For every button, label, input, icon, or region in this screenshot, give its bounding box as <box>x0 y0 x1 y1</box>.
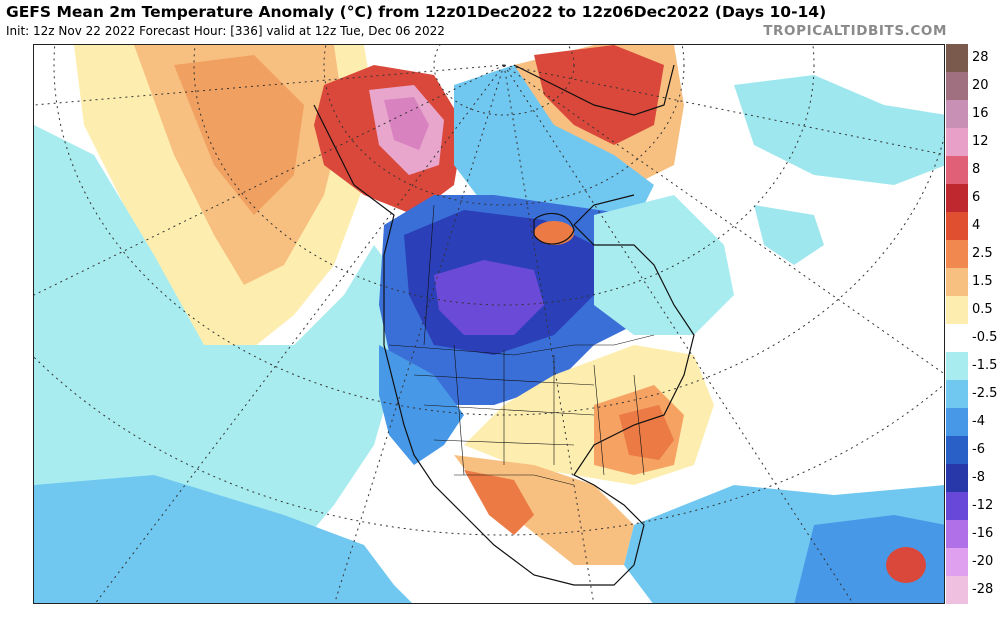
anomaly-southeast-red <box>619 405 674 460</box>
legend-label: -8 <box>972 470 985 485</box>
legend-item: -20 <box>946 548 1000 576</box>
legend-swatch <box>946 352 968 380</box>
legend-swatch <box>946 184 968 212</box>
map-title: GEFS Mean 2m Temperature Anomaly (°C) fr… <box>6 3 827 21</box>
map-subtitle: Init: 12z Nov 22 2022 Forecast Hour: [33… <box>6 24 445 38</box>
legend-swatch <box>946 128 968 156</box>
legend-swatch <box>946 548 968 576</box>
legend-item: -4 <box>946 408 1000 436</box>
legend-label: 12 <box>972 134 989 149</box>
anomaly-prairie-purple <box>434 260 544 335</box>
legend-swatch <box>946 156 968 184</box>
legend-label: 1.5 <box>972 274 993 289</box>
legend-swatch <box>946 296 968 324</box>
coastlines <box>313 64 695 586</box>
legend-label: 20 <box>972 78 989 93</box>
legend-label: 2.5 <box>972 246 993 261</box>
legend-item: -8 <box>946 464 1000 492</box>
legend-item: 8 <box>946 156 1000 184</box>
legend-item: -1.5 <box>946 352 1000 380</box>
anomaly-greenland-red <box>534 45 664 145</box>
lat-lon-grid <box>34 45 944 603</box>
legend-swatch <box>946 492 968 520</box>
legend-swatch <box>946 240 968 268</box>
legend-label: -4 <box>972 414 985 429</box>
legend-label: 4 <box>972 218 981 233</box>
legend-label: -28 <box>972 582 994 597</box>
legend-swatch <box>946 436 968 464</box>
legend-item: 0.5 <box>946 296 1000 324</box>
legend-swatch <box>946 380 968 408</box>
legend-swatch <box>946 324 968 352</box>
legend-label: -6 <box>972 442 985 457</box>
anomaly-atlantic-cool <box>734 75 944 185</box>
anomaly-mexico-orange <box>464 470 534 535</box>
map-canvas <box>34 45 944 603</box>
legend-item: -6 <box>946 436 1000 464</box>
legend-item: -28 <box>946 576 1000 604</box>
legend-item: 20 <box>946 72 1000 100</box>
legend-item: 16 <box>946 100 1000 128</box>
anomaly-hudson-warm <box>534 221 574 245</box>
legend-item: 4 <box>946 212 1000 240</box>
legend-swatch <box>946 212 968 240</box>
anomaly-west-us-cool <box>379 345 464 465</box>
legend-item: 6 <box>946 184 1000 212</box>
anomaly-atlantic-cool2 <box>754 205 824 265</box>
legend-item: 1.5 <box>946 268 1000 296</box>
color-scale-legend: 28 20 16 12 8 6 4 2.5 1.5 0.5 -0.5 -1.5 … <box>946 44 1000 604</box>
legend-label: 0.5 <box>972 302 993 317</box>
legend-swatch <box>946 408 968 436</box>
legend-label: -12 <box>972 498 994 513</box>
legend-item: -2.5 <box>946 380 1000 408</box>
legend-swatch <box>946 44 968 72</box>
site-brand: TROPICALTIDBITS.COM <box>763 23 947 39</box>
legend-swatch <box>946 464 968 492</box>
anomaly-arctic-cool <box>454 65 654 225</box>
legend-item: -16 <box>946 520 1000 548</box>
legend-label: -2.5 <box>972 386 998 401</box>
anomaly-south-america-warm <box>886 547 926 583</box>
legend-label: -16 <box>972 526 994 541</box>
legend-label: 6 <box>972 190 981 205</box>
legend-item: -0.5 <box>946 324 1000 352</box>
legend-item: 2.5 <box>946 240 1000 268</box>
legend-item: -12 <box>946 492 1000 520</box>
legend-item: 28 <box>946 44 1000 72</box>
anomaly-east-canada-cool <box>594 195 734 335</box>
legend-label: -0.5 <box>972 330 998 345</box>
anomaly-pacific-cool2 <box>34 475 412 603</box>
legend-label: -20 <box>972 554 994 569</box>
legend-swatch <box>946 520 968 548</box>
anomaly-alaska-magenta <box>384 97 429 150</box>
legend-item: 12 <box>946 128 1000 156</box>
legend-swatch <box>946 268 968 296</box>
legend-label: -1.5 <box>972 358 998 373</box>
temperature-anomaly-map <box>33 44 945 604</box>
legend-swatch <box>946 100 968 128</box>
legend-label: 16 <box>972 106 989 121</box>
legend-swatch <box>946 72 968 100</box>
anomaly-pacific-orange <box>174 55 304 215</box>
legend-label: 8 <box>972 162 981 177</box>
legend-swatch <box>946 576 968 604</box>
political-borders <box>388 204 655 486</box>
legend-label: 28 <box>972 50 989 65</box>
